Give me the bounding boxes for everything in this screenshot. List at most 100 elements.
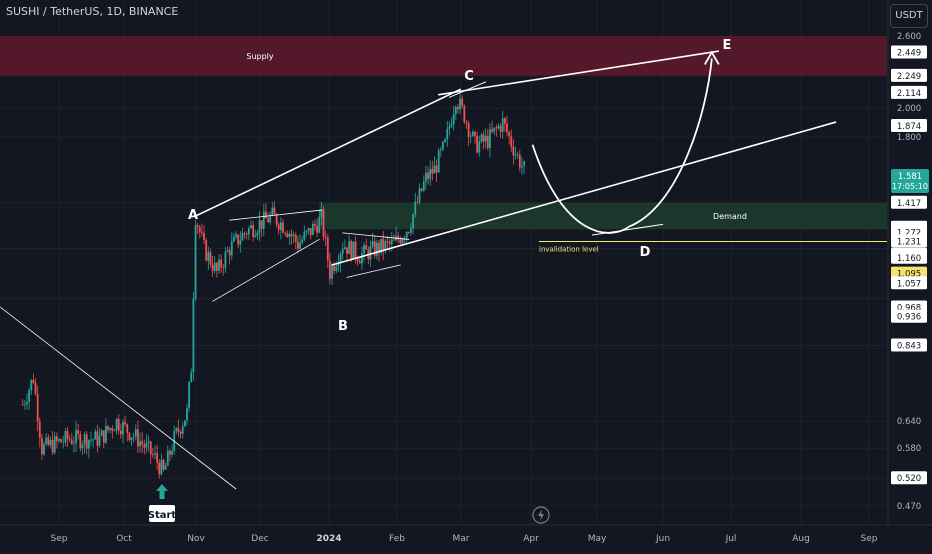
price-label: 1.160	[897, 254, 921, 264]
time-label: Aug	[792, 534, 810, 544]
projected-arrow-head	[704, 50, 720, 65]
candle-down	[397, 235, 400, 240]
candle-up	[454, 107, 457, 114]
candle-up	[403, 237, 406, 239]
candle-up	[109, 428, 112, 431]
candle-up	[480, 134, 483, 142]
candle-up	[489, 129, 491, 148]
invalidation-label: invalidation level	[539, 245, 599, 253]
candle-up	[429, 168, 432, 179]
price-label: 1.272	[897, 228, 921, 238]
candle-down	[55, 436, 58, 441]
candle-up	[303, 231, 306, 240]
candle-down	[177, 428, 180, 432]
candle-up	[433, 165, 436, 174]
candle-up	[384, 241, 387, 251]
candle-up	[521, 165, 523, 168]
candle-down	[286, 233, 289, 237]
candle-down	[267, 218, 269, 223]
candle-down	[36, 394, 39, 422]
candle-up	[62, 442, 65, 443]
time-label: Jun	[655, 534, 670, 544]
symbol-title[interactable]: SUSHI / TetherUS, 1D, BINANCE	[6, 5, 179, 18]
candle-up	[418, 188, 421, 203]
current-price-box	[891, 169, 929, 193]
candle-down	[386, 241, 389, 243]
candle-up	[247, 228, 250, 235]
candle-up	[192, 298, 195, 373]
candle-down	[209, 252, 212, 265]
candle-down	[350, 241, 353, 260]
upper-resistance-line	[437, 50, 720, 96]
candle-up	[331, 265, 333, 279]
candle-up	[58, 439, 60, 441]
candle-down	[245, 233, 248, 235]
candle-down	[201, 232, 203, 234]
price-label: 2.449	[897, 48, 921, 58]
wave-label-e: E	[723, 38, 732, 53]
candle-up	[375, 242, 378, 256]
candle-down	[356, 257, 359, 262]
candle-down	[32, 379, 35, 383]
candle-up	[258, 220, 261, 233]
candle-up	[64, 431, 67, 443]
candle-up	[23, 404, 26, 405]
candle-down	[162, 459, 165, 470]
time-label: Dec	[251, 534, 268, 544]
candle-up	[320, 209, 323, 217]
candle-up	[279, 222, 282, 230]
time-label: Apr	[523, 534, 539, 544]
candle-down	[329, 260, 331, 279]
time-label: Oct	[116, 534, 132, 544]
candle-up	[352, 241, 355, 260]
candle-down	[102, 430, 105, 443]
candle-down	[124, 421, 127, 425]
candle-up	[28, 390, 31, 402]
demand-zone	[319, 202, 887, 230]
descending-trendline	[0, 306, 237, 490]
candle-up	[45, 437, 48, 445]
wedge-lower-line	[212, 239, 320, 302]
candle-up	[154, 453, 156, 455]
candle-down	[373, 241, 376, 256]
price-label: 0.968	[897, 303, 921, 313]
price-label-box	[891, 234, 927, 248]
candle-up	[92, 439, 95, 441]
candle-down	[60, 439, 63, 443]
candle-up	[171, 450, 173, 455]
candle-up	[523, 161, 525, 166]
projected-path-down	[531, 144, 630, 234]
candle-up	[348, 241, 351, 254]
candle-down	[284, 232, 287, 234]
wave-label-b: B	[338, 319, 348, 334]
demand-zone-label: Demand	[713, 212, 747, 221]
candle-up	[361, 253, 363, 264]
price-label-box	[891, 338, 927, 352]
time-label: May	[588, 534, 607, 544]
price-label: 0.470	[897, 502, 921, 512]
candle-down	[503, 118, 506, 124]
candle-up	[446, 128, 449, 140]
candle-up	[335, 266, 338, 271]
candle-down	[290, 233, 293, 236]
candle-down	[117, 418, 120, 431]
price-label: 2.600	[897, 32, 921, 42]
candle-up	[439, 149, 442, 151]
candle-down	[143, 444, 146, 448]
candle-down	[297, 241, 299, 249]
candle-up	[444, 139, 447, 142]
candle-down	[70, 439, 73, 445]
candle-up	[292, 234, 295, 236]
candle-down	[128, 432, 131, 440]
candle-up	[94, 431, 97, 440]
candle-up	[369, 246, 372, 260]
currency-selector[interactable]: USDT	[890, 4, 928, 28]
candle-down	[156, 453, 159, 463]
candle-down	[393, 239, 395, 241]
candle-down	[482, 134, 485, 142]
price-label: 0.843	[897, 341, 921, 351]
candle-down	[326, 237, 329, 261]
candle-down	[228, 250, 231, 256]
